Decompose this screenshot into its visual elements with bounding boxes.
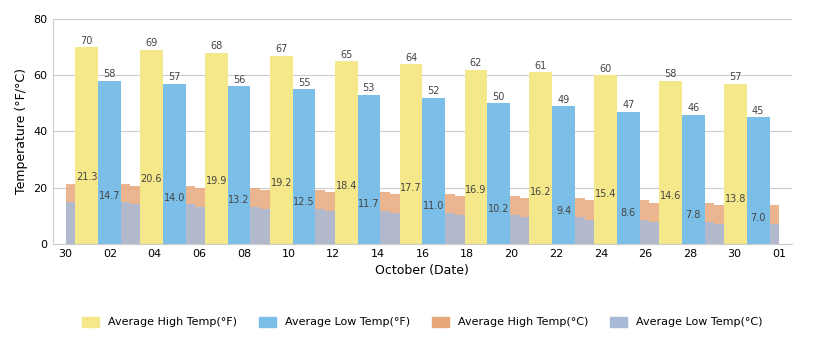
- Bar: [325, 192, 390, 244]
- Text: 12.5: 12.5: [293, 197, 315, 207]
- Text: 70: 70: [81, 36, 93, 46]
- Bar: [465, 70, 487, 244]
- Bar: [650, 203, 715, 244]
- Text: 58: 58: [103, 70, 115, 79]
- Bar: [682, 114, 705, 244]
- Bar: [205, 53, 227, 244]
- Bar: [260, 209, 325, 244]
- Text: 47: 47: [622, 100, 635, 110]
- Text: 61: 61: [535, 61, 547, 71]
- Text: 58: 58: [664, 70, 676, 79]
- Text: 19.2: 19.2: [271, 178, 292, 188]
- Bar: [227, 87, 251, 244]
- Text: 57: 57: [168, 72, 180, 82]
- Bar: [520, 217, 584, 244]
- Text: 56: 56: [233, 75, 246, 85]
- Bar: [98, 81, 120, 244]
- Bar: [293, 89, 315, 244]
- Bar: [260, 190, 325, 244]
- Text: 7.8: 7.8: [686, 210, 701, 220]
- Text: 53: 53: [363, 84, 375, 93]
- Bar: [140, 50, 163, 244]
- Text: 52: 52: [427, 86, 440, 96]
- Text: 62: 62: [470, 58, 482, 68]
- Bar: [358, 95, 380, 244]
- Bar: [594, 75, 617, 244]
- Text: 68: 68: [210, 41, 222, 51]
- Y-axis label: Temperature (°F/°C): Temperature (°F/°C): [15, 68, 28, 194]
- Bar: [724, 84, 747, 244]
- Text: 18.4: 18.4: [335, 181, 357, 191]
- Bar: [66, 184, 130, 244]
- Text: 14.0: 14.0: [164, 193, 185, 203]
- Text: 65: 65: [340, 50, 353, 60]
- Text: 13.2: 13.2: [228, 195, 250, 205]
- Bar: [130, 186, 195, 244]
- Text: 50: 50: [492, 92, 505, 102]
- X-axis label: October (Date): October (Date): [375, 264, 469, 277]
- Text: 7.0: 7.0: [750, 212, 766, 223]
- Bar: [390, 213, 455, 244]
- Text: 17.7: 17.7: [400, 182, 422, 193]
- Bar: [617, 112, 640, 244]
- Text: 8.6: 8.6: [621, 208, 636, 218]
- Text: 15.4: 15.4: [595, 189, 617, 199]
- Text: 16.9: 16.9: [466, 185, 486, 195]
- Text: 55: 55: [298, 78, 310, 88]
- Text: 10.2: 10.2: [488, 204, 510, 214]
- Text: 11.7: 11.7: [358, 199, 379, 210]
- Bar: [530, 72, 552, 244]
- Bar: [390, 194, 455, 244]
- Bar: [584, 201, 650, 244]
- Bar: [715, 205, 779, 244]
- Text: 57: 57: [730, 72, 742, 82]
- Text: 16.2: 16.2: [530, 187, 552, 197]
- Bar: [195, 207, 260, 244]
- Text: 20.6: 20.6: [141, 174, 162, 185]
- Bar: [66, 202, 130, 244]
- Text: 14.6: 14.6: [660, 191, 681, 201]
- Text: 19.9: 19.9: [206, 176, 227, 186]
- Text: 11.0: 11.0: [423, 201, 444, 211]
- Bar: [520, 198, 584, 244]
- Bar: [552, 106, 575, 244]
- Bar: [747, 117, 769, 244]
- Bar: [659, 81, 682, 244]
- Bar: [270, 55, 293, 244]
- Text: 69: 69: [145, 38, 158, 49]
- Bar: [76, 47, 98, 244]
- Text: 13.8: 13.8: [725, 194, 746, 203]
- Bar: [163, 84, 186, 244]
- Bar: [584, 220, 650, 244]
- Legend: Average High Temp(°F), Average Low Temp(°F), Average High Temp(°C), Average Low : Average High Temp(°F), Average Low Temp(…: [78, 312, 767, 332]
- Bar: [325, 211, 390, 244]
- Bar: [130, 205, 195, 244]
- Bar: [715, 224, 779, 244]
- Bar: [400, 64, 422, 244]
- Bar: [334, 61, 358, 244]
- Text: 9.4: 9.4: [556, 206, 571, 216]
- Bar: [650, 222, 715, 244]
- Text: 67: 67: [275, 44, 287, 54]
- Bar: [195, 188, 260, 244]
- Text: 46: 46: [687, 103, 700, 113]
- Bar: [422, 98, 445, 244]
- Text: 60: 60: [599, 64, 612, 74]
- Text: 14.7: 14.7: [99, 191, 120, 201]
- Text: 45: 45: [752, 106, 764, 116]
- Bar: [487, 103, 510, 244]
- Bar: [455, 215, 520, 244]
- Text: 49: 49: [558, 95, 569, 105]
- Bar: [455, 196, 520, 244]
- Text: 64: 64: [405, 52, 417, 63]
- Text: 21.3: 21.3: [76, 172, 97, 182]
